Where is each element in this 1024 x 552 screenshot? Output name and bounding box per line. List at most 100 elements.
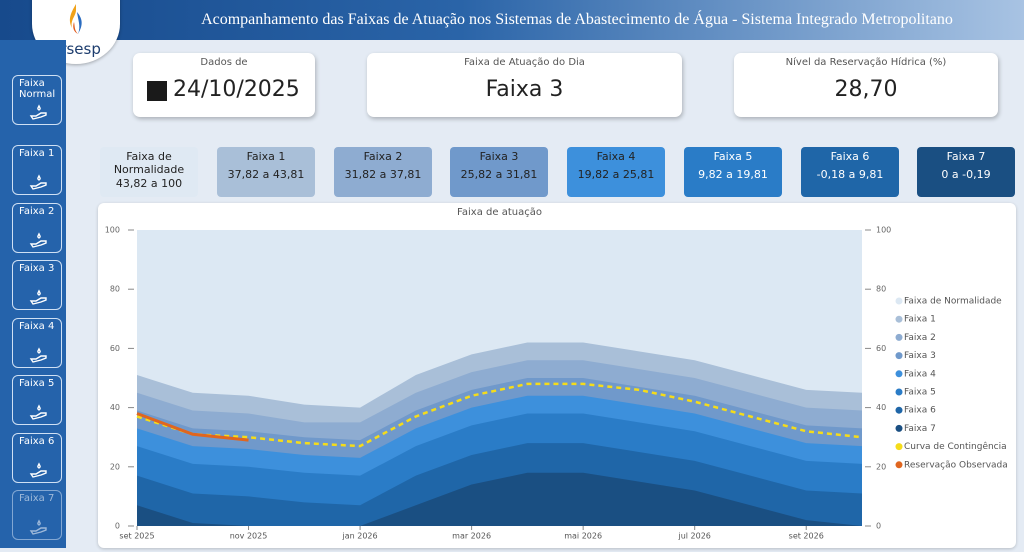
y2-tick-label: 80 [876,285,886,294]
sidebar-label: Faixa 4 [19,321,55,332]
chart: Faixa de atuação 0 0 20 20 40 40 60 60 80 80 100 100… [105,207,1008,541]
sidebar-label: Faixa Normal [19,78,56,100]
sidebar-label: Faixa 2 [19,206,55,217]
y-tick-label: 0 [115,522,120,531]
y-tick-label: 100 [105,226,120,235]
y2-tick-label: 0 [876,522,881,531]
legend-label: Faixa 1 [904,315,936,325]
band-name: Faixa 7 [946,150,986,163]
icon [29,404,47,420]
area [137,472,862,526]
legend-label: Faixa de Normalidade [904,297,1002,307]
band-card: Faixa de Normalidade 43,82 a 100 [100,147,198,197]
icon [29,232,47,248]
band-range: 9,82 a 19,81 [698,168,768,181]
legend-marker [895,370,903,378]
card-label: Nível da Reservação Hídrica (%) [785,57,947,68]
band-range: 19,82 a 25,81 [577,168,655,181]
sidebar-label: Faixa 7 [19,493,55,504]
band-card: Faixa 4 19,82 a 25,81 [567,147,665,197]
legend-marker [895,461,903,469]
band-name: Faixa de Normalidade [113,150,185,176]
x-tick-label: nov 2025 [230,532,268,541]
x-tick-label: jul 2026 [677,532,710,541]
legend-marker [895,443,903,451]
band-range: 37,82 a 43,81 [227,168,305,181]
y-tick-label: 20 [110,462,120,471]
sidebar-label: Faixa 3 [19,263,55,274]
band-card: Faixa 5 9,82 a 19,81 [684,147,782,197]
icon [29,289,47,305]
info-card: Dados de 24/10/2025 [133,53,315,117]
y2-tick-label: 20 [876,462,886,471]
band-name: Faixa 4 [596,150,636,163]
sidebar-item[interactable]: Faixa 5 [12,375,62,425]
x-tick-label: set 2025 [119,532,154,541]
date-icon [147,81,167,101]
band-name: Faixa 5 [713,150,753,163]
y-tick-label: 40 [110,403,120,412]
legend-marker [895,424,903,432]
x-tick-label: mar 2026 [452,532,491,541]
card-label: Faixa de Atuação do Dia [464,57,585,68]
sidebar-item[interactable]: Faixa 4 [12,318,62,368]
chart-panel: Faixa de atuação 0 0 20 20 40 40 60 60 80 80 100 100… [98,203,1016,548]
icon [29,104,47,120]
icon [29,462,47,478]
legend-label: Curva de Contingência [904,441,1007,452]
icon [29,519,47,535]
y-tick-label: 80 [110,285,120,294]
legend-marker [895,297,903,305]
sidebar-item[interactable]: Faixa 3 [12,260,62,310]
legend-label: Faixa 3 [904,351,936,361]
icon [29,174,47,190]
sidebar-item[interactable]: Faixa Normal [12,75,62,125]
legend-label: Faixa 7 [904,424,936,434]
band-name: Faixa 6 [830,150,870,163]
sidebar-item[interactable]: Faixa 7 [12,490,62,540]
legend-label: Faixa 4 [904,369,936,379]
band-card: Faixa 2 31,82 a 37,81 [334,147,432,197]
sidebar-label: Faixa 5 [19,378,55,389]
legend-label: Faixa 6 [904,406,936,416]
sidebar-label: Faixa 1 [19,148,55,159]
y-tick-label: 60 [110,344,120,353]
info-card: Faixa de Atuação do Dia Faixa 3 [367,53,682,117]
band-name: Faixa 3 [479,150,519,163]
chart-title: Faixa de atuação [457,207,542,218]
header: Acompanhamento das Faixas de Atuação nos… [0,0,1024,40]
info-card: Nível da Reservação Hídrica (%) 28,70 [734,53,998,117]
legend-marker [895,315,903,323]
band-card: Faixa 1 37,82 a 43,81 [217,147,315,197]
band-range: 43,82 a 100 [115,177,183,190]
card-value: 28,70 [834,77,898,102]
card-label: Dados de [200,57,248,68]
band-range: 0 a -0,19 [941,168,991,181]
sidebar-item[interactable]: Faixa 6 [12,433,62,483]
line [136,412,249,442]
sidebar-label: Faixa 6 [19,436,55,447]
legend-marker [895,333,903,341]
header-title: Acompanhamento das Faixas de Atuação nos… [201,11,953,28]
legend-label: Reservação Observada [904,460,1008,470]
band-card: Faixa 3 25,82 a 31,81 [450,147,548,197]
x-tick-label: set 2026 [789,532,824,541]
band-range: -0,18 a 9,81 [816,168,884,181]
sidebar-item[interactable]: Faixa 2 [12,203,62,253]
legend-marker [895,352,903,360]
band-name: Faixa 1 [246,150,286,163]
sidebar-item[interactable]: Faixa 1 [12,145,62,195]
line [136,382,863,448]
card-value: Faixa 3 [485,77,564,102]
legend-marker [895,406,903,414]
icon [29,347,47,363]
legend-label: Faixa 5 [904,388,936,398]
legend-marker [895,388,903,396]
card-value: 24/10/2025 [173,77,300,102]
band-range: 31,82 a 37,81 [344,168,422,181]
y2-tick-label: 60 [876,344,886,353]
y2-tick-label: 100 [876,226,891,235]
band-card: Faixa 6 -0,18 a 9,81 [801,147,899,197]
y2-tick-label: 40 [876,403,886,412]
